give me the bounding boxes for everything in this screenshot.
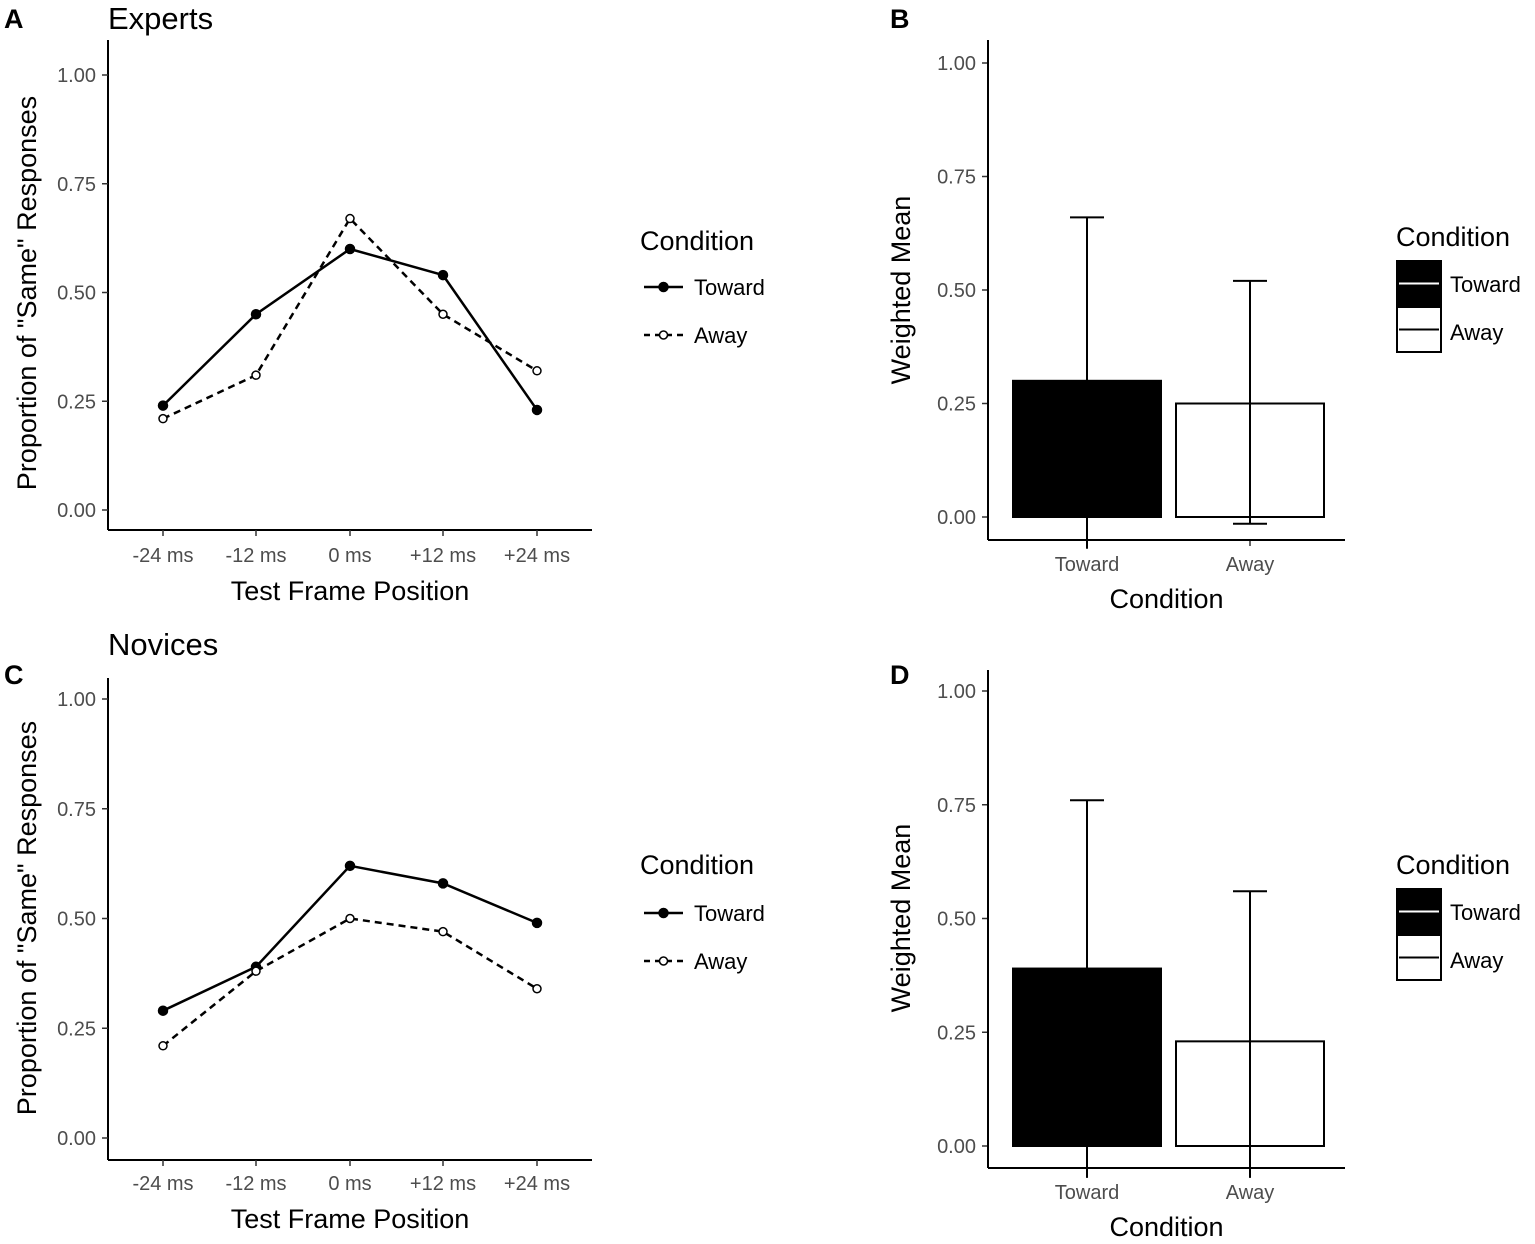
legend-label-away: Away	[1450, 320, 1503, 345]
panel-letter: C	[4, 660, 24, 690]
data-point-away	[345, 913, 355, 924]
x-tick-label: +24 ms	[504, 545, 570, 567]
legend-title: Condition	[640, 226, 754, 256]
panel-title: Novices	[108, 627, 218, 662]
data-point-toward	[344, 860, 356, 872]
y-tick-label: 0.00	[57, 500, 96, 522]
x-axis-title: Condition	[1109, 584, 1223, 614]
y-tick-label: 0.00	[57, 1128, 96, 1150]
y-tick-label: 0.75	[937, 167, 976, 189]
data-point-away	[438, 309, 448, 319]
x-tick-label: 0 ms	[328, 1173, 371, 1195]
panel-title: Experts	[108, 1, 213, 36]
x-tick-label: -24 ms	[132, 545, 193, 567]
panel-a: A Experts 0.00 0.25 0.50 0.75 1.00 -24 ms -12 ms…	[4, 1, 765, 606]
x-tick-label: 0 ms	[328, 545, 371, 567]
data-point-away	[158, 413, 168, 424]
legend-title: Condition	[1396, 850, 1510, 880]
x-tick-label: -12 ms	[225, 1173, 286, 1195]
data-point-away	[251, 370, 261, 380]
y-tick-label: 0.75	[57, 174, 96, 196]
x-axis-title: Test Frame Position	[231, 1204, 470, 1234]
data-point-toward	[437, 269, 449, 281]
x-tick-label: -24 ms	[132, 1173, 193, 1195]
data-point-toward	[437, 878, 449, 889]
y-axis-title: Proportion of "Same" Responses	[12, 721, 42, 1115]
x-tick-label: +24 ms	[504, 1173, 570, 1195]
legend-title: Condition	[640, 850, 754, 880]
data-point-toward	[344, 243, 356, 255]
y-tick-label: 0.50	[57, 283, 96, 305]
y-tick-label: 1.00	[57, 65, 96, 87]
legend-label-away: Away	[694, 949, 747, 974]
data-point-away	[532, 983, 542, 994]
data-point-toward	[250, 309, 262, 320]
data-point-toward	[157, 400, 169, 411]
data-point-toward	[157, 1005, 169, 1016]
legend-key-marker-away	[658, 330, 669, 340]
y-tick-label: 0.00	[937, 1136, 976, 1158]
data-point-toward	[531, 917, 543, 929]
series-line-toward	[162, 864, 538, 1012]
legend-key-marker-toward	[658, 907, 669, 919]
legend-key-marker-toward	[658, 281, 669, 293]
y-axis-title: Weighted Mean	[886, 824, 916, 1013]
legend-title: Condition	[1396, 222, 1510, 252]
y-tick-label: 0.50	[937, 280, 976, 302]
data-point-away	[438, 926, 448, 937]
x-tick-label: +12 ms	[410, 545, 476, 567]
x-tick-label: Toward	[1055, 1182, 1119, 1204]
data-point-toward	[531, 404, 543, 416]
x-tick-label: +12 ms	[410, 1173, 476, 1195]
legend-label-toward: Toward	[694, 275, 765, 300]
data-point-away	[532, 366, 542, 376]
y-tick-label: 1.00	[57, 689, 96, 711]
legend-key-marker-away	[658, 956, 669, 966]
y-tick-label: 0.00	[937, 507, 976, 529]
legend-label-away: Away	[1450, 948, 1503, 973]
y-tick-label: 1.00	[937, 53, 976, 75]
x-tick-label: Toward	[1055, 554, 1119, 576]
x-axis-title: Test Frame Position	[231, 576, 470, 606]
y-tick-label: 1.00	[937, 681, 976, 703]
panel-letter: D	[890, 660, 910, 690]
panel-letter: B	[890, 4, 910, 34]
x-tick-label: Away	[1226, 1182, 1275, 1204]
legend-label-toward: Toward	[1450, 900, 1521, 925]
panel-c: C Novices 0.00 0.25 0.50 0.75 1.00 -24 ms -12 ms…	[4, 627, 765, 1234]
y-tick-label: 0.25	[57, 1018, 96, 1040]
data-point-away	[158, 1041, 168, 1051]
x-tick-label: -12 ms	[225, 545, 286, 567]
x-tick-label: Away	[1226, 554, 1275, 576]
y-tick-label: 0.25	[937, 394, 976, 416]
y-tick-label: 0.50	[937, 909, 976, 931]
x-axis-title: Condition	[1109, 1212, 1223, 1242]
y-tick-label: 0.75	[937, 795, 976, 817]
y-axis-title: Proportion of "Same" Responses	[12, 96, 42, 490]
y-tick-label: 0.25	[937, 1022, 976, 1044]
y-tick-label: 0.50	[57, 909, 96, 931]
legend-label-away: Away	[694, 323, 747, 348]
legend-label-toward: Toward	[1450, 272, 1521, 297]
panel-letter: A	[4, 4, 24, 34]
y-tick-label: 0.75	[57, 799, 96, 821]
y-tick-label: 0.25	[57, 391, 96, 413]
series-line-away	[162, 917, 538, 1047]
series-line-toward	[162, 247, 539, 411]
data-point-away	[345, 213, 355, 224]
legend-label-toward: Toward	[694, 901, 765, 926]
y-axis-title: Weighted Mean	[886, 196, 916, 385]
data-point-away	[251, 966, 261, 976]
